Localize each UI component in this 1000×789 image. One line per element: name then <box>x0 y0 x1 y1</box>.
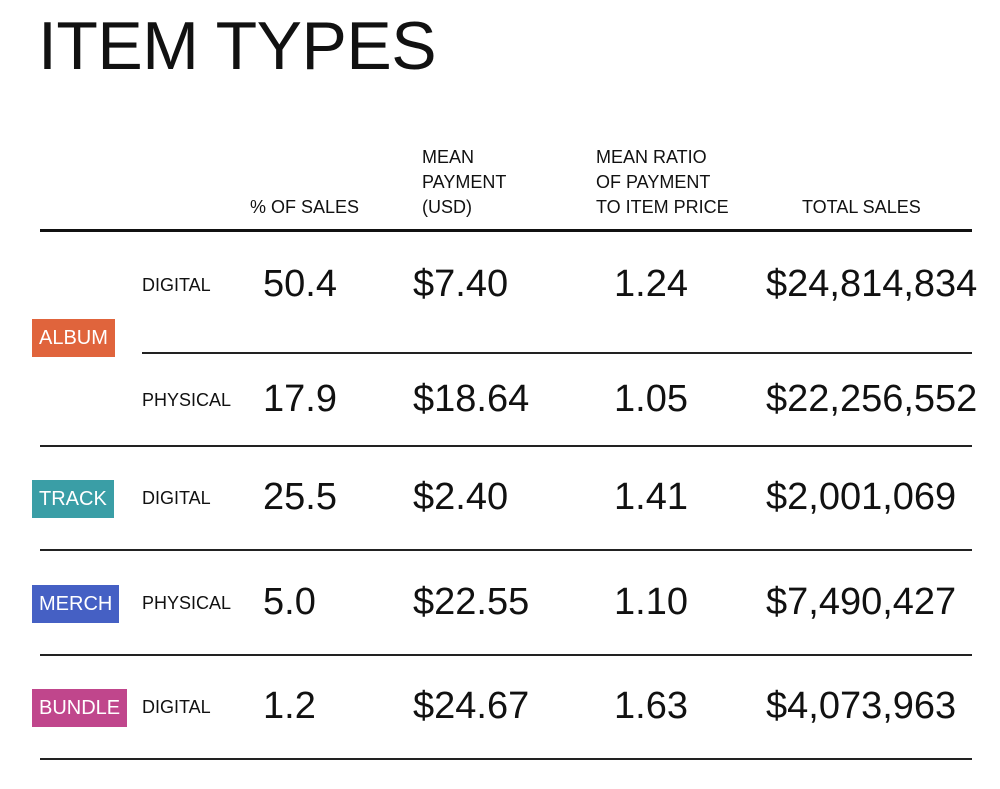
cell-value: $7.40 <box>413 262 509 305</box>
column-header: TOTAL SALES <box>802 197 921 217</box>
column-header: MEAN PAYMENT (USD) <box>422 147 507 217</box>
header-rule <box>40 229 972 232</box>
cell-value: 17.9 <box>263 377 337 420</box>
sub-row-rule <box>142 352 972 354</box>
cell-value: 1.05 <box>614 377 688 420</box>
row-rule <box>40 654 972 656</box>
cell-value: 5.0 <box>263 580 316 623</box>
cell-value: $2,001,069 <box>766 476 957 518</box>
item-type-badge: TRACK <box>32 480 114 518</box>
cell-value: 1.2 <box>263 685 316 727</box>
cell-value: $7,490,427 <box>766 580 957 623</box>
row-rule <box>40 445 972 447</box>
column-header: % OF SALES <box>250 197 360 217</box>
cell-value: $22.55 <box>413 580 530 623</box>
item-type-badge: MERCH <box>32 584 120 623</box>
cell-value: $24.67 <box>413 685 530 727</box>
cell-value: 1.63 <box>614 685 688 727</box>
row-rule <box>40 549 972 551</box>
row-rule <box>40 758 972 760</box>
cell-value: 1.10 <box>614 580 688 623</box>
format-label: DIGITAL <box>142 274 211 295</box>
cell-value: 25.5 <box>263 476 337 518</box>
page-title: ITEM TYPES <box>38 8 437 84</box>
cell-value: 50.4 <box>263 262 337 305</box>
cell-value: $4,073,963 <box>766 685 957 727</box>
cell-value: $24,814,834 <box>766 262 978 305</box>
item-type-badge: ALBUM <box>32 319 115 357</box>
format-label: DIGITAL <box>142 488 211 508</box>
cell-value: 1.41 <box>614 476 688 518</box>
cell-value: $2.40 <box>413 476 509 518</box>
column-header: MEAN RATIO OF PAYMENT TO ITEM PRICE <box>596 147 729 217</box>
format-label: PHYSICAL <box>142 592 232 613</box>
cell-value: $22,256,552 <box>766 377 978 420</box>
cell-value: 1.24 <box>614 262 688 305</box>
cell-value: $18.64 <box>413 377 530 420</box>
format-label: DIGITAL <box>142 697 211 717</box>
item-type-badge: BUNDLE <box>32 689 128 727</box>
format-label: PHYSICAL <box>142 389 232 410</box>
